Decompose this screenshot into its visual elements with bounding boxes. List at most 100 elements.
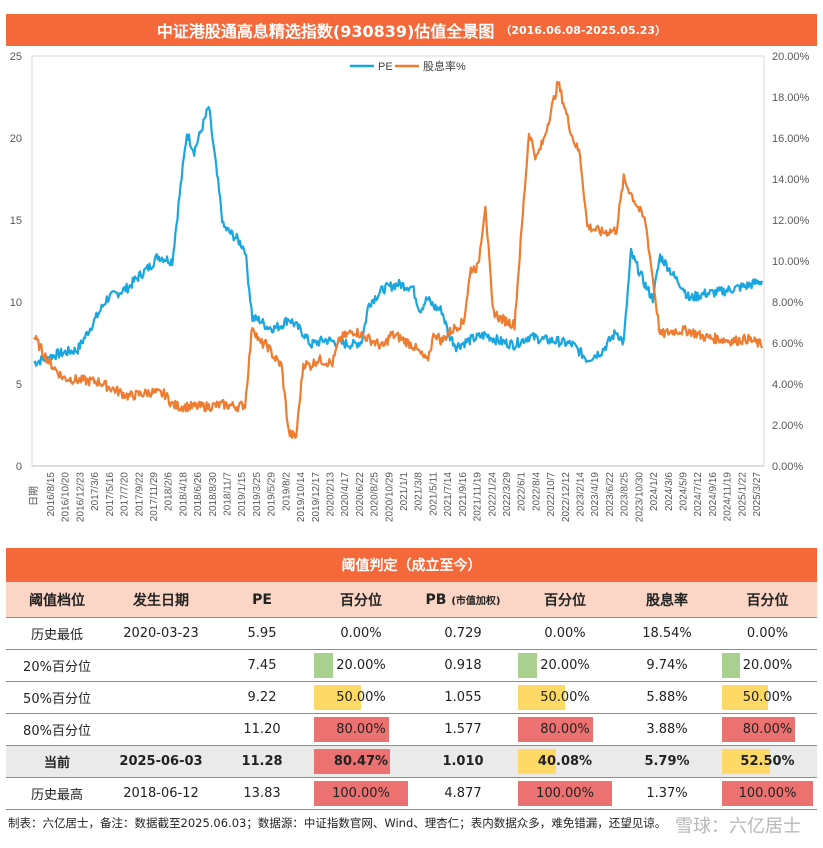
series-line-dividend-yield: [33, 80, 764, 439]
x-tick-label: 2024/7/12: [693, 472, 704, 517]
percentile-value: 80.00%: [336, 722, 386, 737]
plot-area: [31, 55, 765, 467]
left-tick-label: 25: [10, 51, 22, 63]
row-pe-percentile: 80.00%: [310, 713, 412, 746]
x-tick-label: 2018/8/30: [208, 472, 219, 517]
right-tick-label: 2.00%: [772, 420, 803, 432]
footer-note: 制表：六亿居士，备注：数据截至2025.06.03；数据源：中证指数官网、Win…: [8, 816, 667, 830]
percentile-cell: 80.47%: [310, 746, 412, 777]
row-date: 2025-06-03: [108, 745, 214, 778]
x-tick-label: 2021/3/8: [414, 472, 425, 511]
percentile-bar: [518, 653, 537, 678]
x-tick-label: 2021/7/14: [443, 472, 454, 517]
x-tick-label: 2019/10/14: [296, 472, 307, 522]
row-dividend-yield: 9.74%: [616, 649, 718, 682]
row-date: [108, 649, 214, 682]
row-pb-percentile: 50.00%: [514, 681, 616, 714]
row-label: 20%百分位: [6, 649, 108, 682]
x-tick-label: 2019/3/25: [252, 472, 263, 517]
row-label: 当前: [6, 745, 108, 778]
threshold-row: 历史最低 2020-03-23 5.95 0.00% 0.729 0.00% 18.54% 0…: [6, 617, 817, 650]
right-tick-label: 20.00%: [772, 51, 810, 63]
percentile-cell: 80.00%: [514, 714, 616, 745]
percentile-cell: 20.00%: [718, 650, 817, 681]
row-dividend-yield: 5.79%: [616, 745, 718, 778]
row-pb: 1.055: [412, 681, 514, 714]
x-tick-label: 2021/5/11: [428, 472, 439, 516]
row-dividend-yield: 3.88%: [616, 713, 718, 746]
threshold-row: 20%百分位 7.45 20.00% 0.918 20.00% 9.74% 20.00%: [6, 649, 817, 682]
right-tick-label: 16.00%: [772, 133, 810, 145]
percentile-value: 0.00%: [544, 626, 586, 641]
row-label: 历史最高: [6, 777, 108, 810]
x-tick-label: 2022/8/4: [531, 472, 542, 511]
x-tick-label: 2016/10/20: [61, 472, 72, 522]
chart-title-bar: 中证港股通高息精选指数(930839)估值全景图 （2016.06.08-202…: [6, 14, 817, 46]
header-pe-percentile: 百分位: [310, 582, 412, 618]
row-pe: 13.83: [214, 777, 310, 810]
row-pe-percentile: 0.00%: [310, 617, 412, 650]
percentile-value: 20.00%: [742, 658, 793, 673]
x-tick-label: 2025/3/27: [752, 472, 763, 517]
percentile-cell: 100.00%: [718, 778, 817, 809]
watermark: 雪球：六亿居士: [675, 816, 801, 837]
header-pb-percentile: 百分位: [514, 582, 616, 618]
row-pb: 0.918: [412, 649, 514, 682]
right-tick-label: 8.00%: [772, 297, 803, 309]
row-dividend-yield: 1.37%: [616, 777, 718, 810]
x-tick-label: 2020/6/22: [355, 472, 366, 517]
header-dividend-yield: 股息率: [616, 582, 718, 618]
percentile-value: 80.00%: [540, 722, 590, 737]
right-tick-label: 14.00%: [772, 174, 810, 186]
percentile-cell: 100.00%: [514, 778, 616, 809]
row-dy-percentile: 52.50%: [718, 745, 817, 778]
header-pe: PE: [214, 582, 310, 618]
row-pe: 7.45: [214, 649, 310, 682]
row-date: 2018-06-12: [108, 777, 214, 810]
percentile-cell: 50.00%: [718, 682, 817, 713]
x-tick-label: 2020/10/29: [384, 472, 395, 522]
percentile-value: 20.00%: [336, 658, 386, 673]
row-pe: 5.95: [214, 617, 310, 650]
row-pe: 11.28: [214, 745, 310, 778]
threshold-header-row: 阈值档位 发生日期 PE 百分位 PB (市值加权) 百分位 股息率 百分位: [6, 582, 817, 618]
x-tick-label: 2017/11/29: [149, 472, 160, 522]
x-tick-label: 2017/5/16: [105, 472, 116, 517]
threshold-body: 历史最低 2020-03-23 5.95 0.00% 0.729 0.00% 18.54% 0…: [6, 617, 817, 810]
x-tick-label: 2019/5/29: [267, 472, 278, 517]
left-tick-label: 10: [10, 297, 22, 309]
x-tick-label: 2024/11/19: [723, 472, 734, 522]
row-dividend-yield: 5.88%: [616, 681, 718, 714]
percentile-bar: [518, 717, 594, 742]
right-tick-label: 6.00%: [772, 338, 803, 350]
percentile-value: 0.00%: [746, 626, 789, 641]
right-tick-label: 4.00%: [772, 379, 803, 391]
x-tick-label: 2025/1/22: [737, 472, 748, 517]
x-tick-label: 2022/12/12: [561, 472, 572, 522]
threshold-title: 阈值判定（成立至今）: [341, 558, 482, 574]
x-tick-label: 2019/1/15: [237, 472, 248, 517]
percentile-value: 80.00%: [742, 722, 793, 737]
x-tick-label: 2023/10/30: [634, 472, 645, 522]
left-tick-label: 15: [10, 215, 22, 227]
x-tick-label: 2018/4/18: [178, 472, 189, 517]
percentile-cell: 80.00%: [310, 714, 412, 745]
percentile-bar: [722, 685, 768, 710]
row-date: [108, 681, 214, 714]
x-tick-label: 2018/11/7: [223, 472, 234, 516]
row-dy-percentile: 50.00%: [718, 681, 817, 714]
x-tick-label: 2022/3/29: [502, 472, 513, 517]
x-tick-label: 2023/2/14: [576, 472, 587, 517]
percentile-value: 50.00%: [742, 690, 793, 705]
x-tick-label: 2023/8/25: [620, 472, 631, 517]
percentile-bar: [314, 781, 408, 806]
x-tick-label: 2018/2/6: [164, 472, 175, 511]
x-tick-label: 2022/1/24: [487, 472, 498, 517]
percentile-bar: [314, 749, 390, 774]
row-pb-percentile: 100.00%: [514, 777, 616, 810]
right-tick-label: 0.00%: [772, 461, 803, 473]
threshold-row: 历史最高 2018-06-12 13.83 100.00% 4.877 100.00% 1.…: [6, 777, 817, 810]
right-tick-label: 18.00%: [772, 92, 810, 104]
x-tick-label: 2019/12/17: [311, 472, 322, 522]
threshold-row: 50%百分位 9.22 50.00% 1.055 50.00% 5.88% 50.00%: [6, 681, 817, 714]
